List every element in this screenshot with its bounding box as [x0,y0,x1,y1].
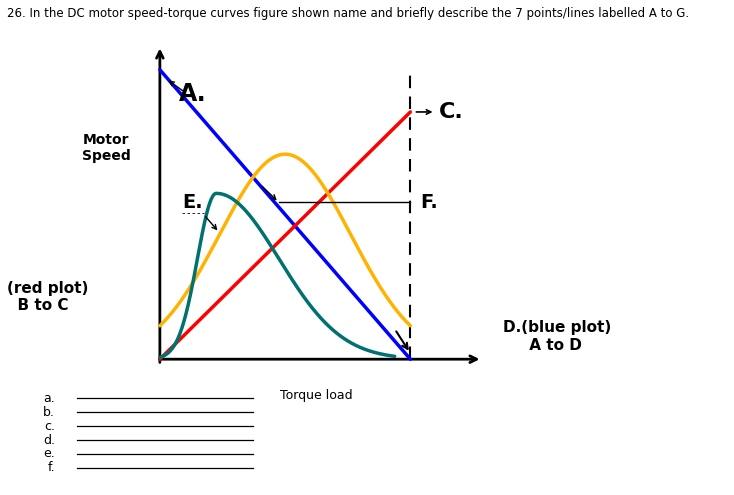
Text: f.: f. [48,461,55,474]
Text: b.: b. [43,406,55,419]
Text: Torque load: Torque load [280,390,353,402]
Text: (red plot)
  B to C: (red plot) B to C [7,281,89,313]
Text: F.: F. [420,193,437,212]
Text: Motor
Speed: Motor Speed [82,133,131,163]
Text: a.: a. [43,392,55,405]
Text: E.: E. [182,193,203,212]
Text: A.: A. [178,82,206,106]
Text: c.: c. [44,420,55,433]
Text: e.: e. [43,447,55,460]
Text: D.(blue plot)
     A to D: D.(blue plot) A to D [503,320,611,353]
Text: C.: C. [438,102,463,122]
Text: 26. In the DC motor speed-torque curves figure shown name and briefly describe t: 26. In the DC motor speed-torque curves … [7,7,689,20]
Text: d.: d. [43,434,55,446]
